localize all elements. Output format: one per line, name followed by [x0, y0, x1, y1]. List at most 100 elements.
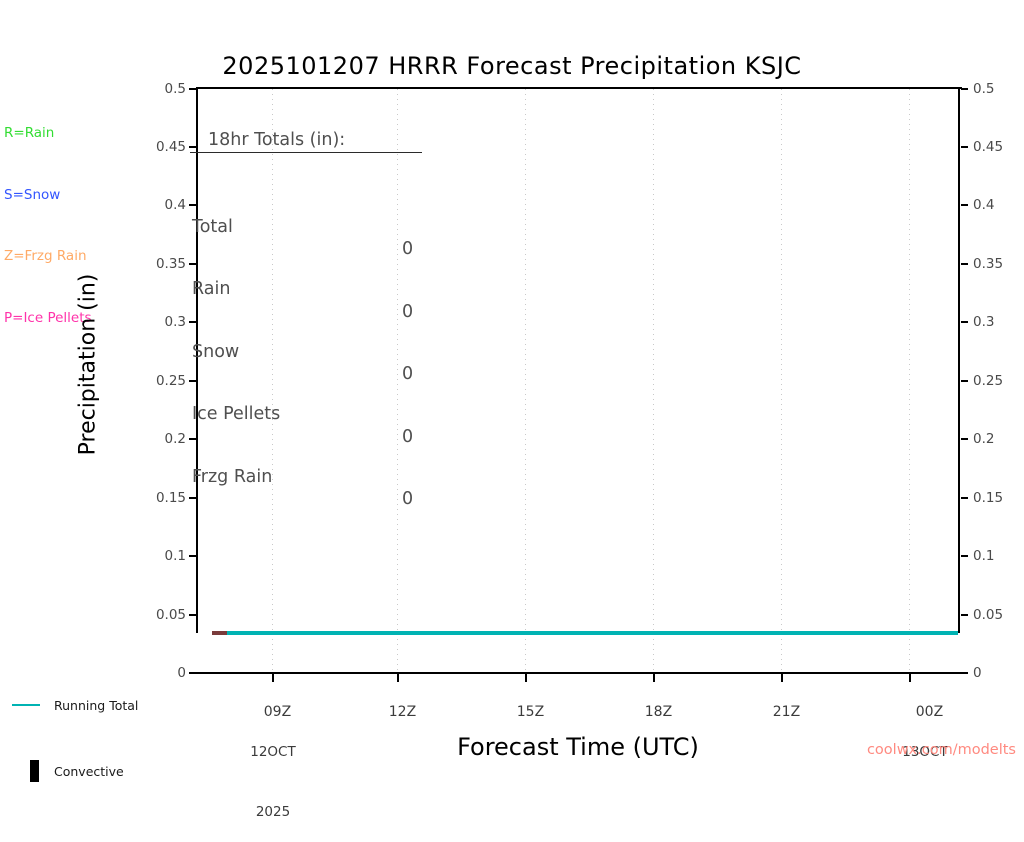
gridline-vertical — [525, 89, 526, 672]
y-tick-right — [961, 263, 968, 265]
y-axis-label-right: 0.35 — [973, 256, 1004, 272]
y-tick-left — [189, 380, 196, 382]
gridline-vertical — [909, 89, 910, 672]
totals-header: 18hr Totals (in): — [190, 130, 422, 153]
totals-row: Frzg Rain 0 — [190, 443, 440, 510]
y-tick-right — [961, 88, 968, 90]
totals-value: 0 — [402, 489, 414, 509]
y-tick-left — [189, 614, 196, 616]
x-axis-label-date: 13OCT — [902, 744, 948, 760]
series-legend: Running Total Convective — [12, 668, 138, 815]
totals-row: Ice Pellets 0 — [190, 381, 440, 447]
totals-label: Total — [192, 216, 233, 237]
y-axis-label-right: 0.25 — [973, 373, 1004, 389]
x-tick — [909, 673, 911, 682]
x-axis-label-time: 15Z — [516, 704, 545, 720]
totals-label: Snow — [192, 341, 240, 362]
totals-label: Rain — [192, 279, 231, 299]
totals-row: Total 0 — [190, 193, 440, 260]
x-axis-label: 12Z — [338, 682, 458, 722]
y-tick-left — [189, 438, 196, 440]
totals-value: 0 — [402, 364, 414, 384]
totals-value: 0 — [402, 301, 414, 322]
y-axis-label-left: 0.2 — [164, 431, 186, 447]
totals-label: Frzg Rain — [192, 466, 273, 487]
x-axis-label-time: 12Z — [388, 704, 417, 720]
x-axis-title: Forecast Time (UTC) — [457, 733, 699, 761]
totals-summary-box: 18hr Totals (in): Total 0 Rain 0 Snow 0 … — [190, 90, 440, 510]
y-axis-label-left: 0.05 — [155, 607, 186, 623]
y-axis-label-right: 0.05 — [973, 607, 1004, 623]
plot-bottom-border — [196, 672, 962, 674]
y-axis-label-right: 0.3 — [973, 314, 995, 330]
y-axis-label-left: 0 — [177, 665, 186, 681]
x-tick — [272, 673, 274, 682]
x-axis-label-time: 21Z — [772, 704, 801, 720]
y-tick-right — [961, 614, 968, 616]
y-tick-right — [961, 204, 968, 206]
running-total-line-swatch-icon — [12, 704, 40, 706]
y-tick-right — [961, 497, 968, 499]
y-tick-left — [189, 672, 196, 674]
y-axis-label-left: 0.15 — [155, 490, 186, 506]
y-axis-label-right: 0.1 — [973, 548, 995, 564]
gridline-vertical — [653, 89, 654, 672]
legend-label: Running Total — [54, 698, 139, 713]
x-tick — [525, 673, 527, 682]
legend-entry-convective: Convective — [12, 760, 124, 800]
y-axis-label-left: 0.25 — [155, 373, 186, 389]
y-tick-right — [961, 146, 968, 148]
legend-item-rain: R=Rain — [4, 125, 55, 141]
chart-data-layer — [212, 631, 958, 635]
y-axis-label-right: 0.2 — [973, 431, 995, 447]
y-axis-label-right: 0 — [973, 665, 982, 681]
totals-row: Rain 0 — [190, 256, 440, 322]
x-axis-label: 21Z — [722, 682, 842, 722]
y-axis-label-left: 0.35 — [155, 256, 186, 272]
y-tick-right — [961, 380, 968, 382]
x-axis-label-time: 18Z — [644, 704, 673, 720]
y-tick-left — [189, 146, 196, 148]
totals-row: Snow 0 — [190, 318, 440, 385]
totals-value: 0 — [402, 239, 414, 259]
x-axis-label-date: 12OCT — [250, 744, 296, 760]
page-title: 2025101207 HRRR Forecast Precipitation K… — [222, 52, 802, 80]
gridline-vertical — [781, 89, 782, 672]
y-axis-label-right: 0.5 — [973, 81, 995, 97]
plot-top-border — [196, 87, 962, 89]
y-axis-label-left: 0.3 — [164, 314, 186, 330]
y-axis-label-left: 0.4 — [164, 197, 186, 213]
gridline-vertical — [397, 89, 398, 672]
x-tick — [397, 673, 399, 682]
watermark: coolwx.com/modelts — [866, 742, 1016, 758]
y-axis-label-left: 0.5 — [164, 81, 186, 97]
y-tick-right — [961, 321, 968, 323]
x-axis-label: 18Z — [594, 682, 714, 722]
y-tick-left — [189, 263, 196, 265]
y-axis-label-right: 0.4 — [973, 197, 995, 213]
legend-entry-running-total: Running Total — [12, 698, 138, 734]
y-axis-label-left: 0.1 — [164, 548, 186, 564]
y-tick-left — [189, 321, 196, 323]
x-axis-label-year: 2025 — [255, 804, 291, 820]
totals-label: Ice Pellets — [192, 404, 281, 424]
totals-value: 0 — [402, 426, 414, 447]
y-tick-right — [961, 438, 968, 440]
plot-area — [196, 88, 960, 633]
legend-item-snow: S=Snow — [4, 186, 61, 203]
legend-label: Convective — [54, 764, 124, 779]
y-axis-label-right: 0.15 — [973, 490, 1004, 506]
x-axis-label-time: 09Z — [263, 704, 292, 720]
y-tick-left — [189, 555, 196, 557]
gridline-vertical — [272, 89, 273, 672]
x-axis-label-time: 00Z — [915, 704, 944, 720]
convective-bar-swatch-icon — [30, 760, 39, 782]
legend-item-frzg-rain: Z=Frzg Rain — [4, 248, 87, 264]
legend-item-ice-pellets: P=Ice Pellets — [4, 309, 92, 326]
y-axis-label-right: 0.45 — [973, 139, 1004, 155]
y-tick-left — [189, 204, 196, 206]
x-axis-label: 15Z — [466, 682, 586, 722]
x-axis-label: 00Z 13OCT — [865, 682, 985, 782]
precip-type-legend: R=Rain S=Snow Z=Frzg Rain P=Ice Pellets — [4, 82, 92, 349]
x-tick — [781, 673, 783, 682]
